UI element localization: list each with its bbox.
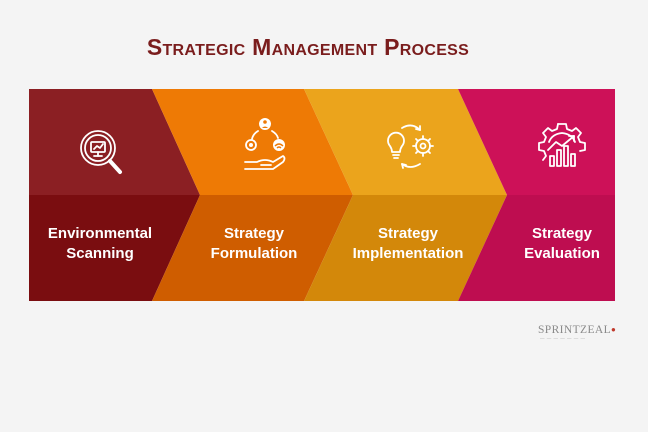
stage-4-top-panel — [458, 89, 615, 195]
stage-2-label-line2: Formulation — [211, 245, 298, 262]
logo-tagline: — — — — — — — — [540, 336, 586, 341]
stage-4-label-line1: Strategy — [532, 225, 593, 242]
stage-3-label-line2: Implementation — [353, 245, 464, 262]
stage-1-bottom-panel — [29, 195, 200, 301]
stage-4-bottom-panel — [458, 195, 615, 301]
stage-2-top-panel — [152, 89, 353, 195]
bulb-gear-cycle-icon — [387, 124, 434, 169]
page-title: Strategic Management Process — [146, 34, 470, 60]
stage-1-label-line1: Environmental — [48, 225, 152, 242]
stage-strategy-evaluation — [458, 89, 615, 301]
stage-3-bottom-panel — [304, 195, 507, 301]
gear-growth-chart-icon — [538, 123, 586, 167]
stage-strategy-implementation — [304, 89, 507, 301]
stage-3-top-panel — [304, 89, 507, 195]
logo-name: SPRINTZEAL● — [538, 324, 617, 336]
stage-2-bottom-panel — [152, 195, 353, 301]
sprintzeal-logo: SPRINTZEAL● — — — — — — — — [538, 324, 618, 342]
magnifier-monitor-icon — [80, 130, 122, 174]
stage-strategy-formulation — [152, 89, 353, 301]
stage-2-label-line1: Strategy — [224, 225, 285, 242]
hand-gear-wifi-icon — [244, 118, 286, 170]
stage-4-label-line2: Evaluation — [524, 245, 600, 262]
stage-3-label-line1: Strategy — [378, 225, 439, 242]
stage-1-label-line2: Scanning — [66, 245, 134, 262]
